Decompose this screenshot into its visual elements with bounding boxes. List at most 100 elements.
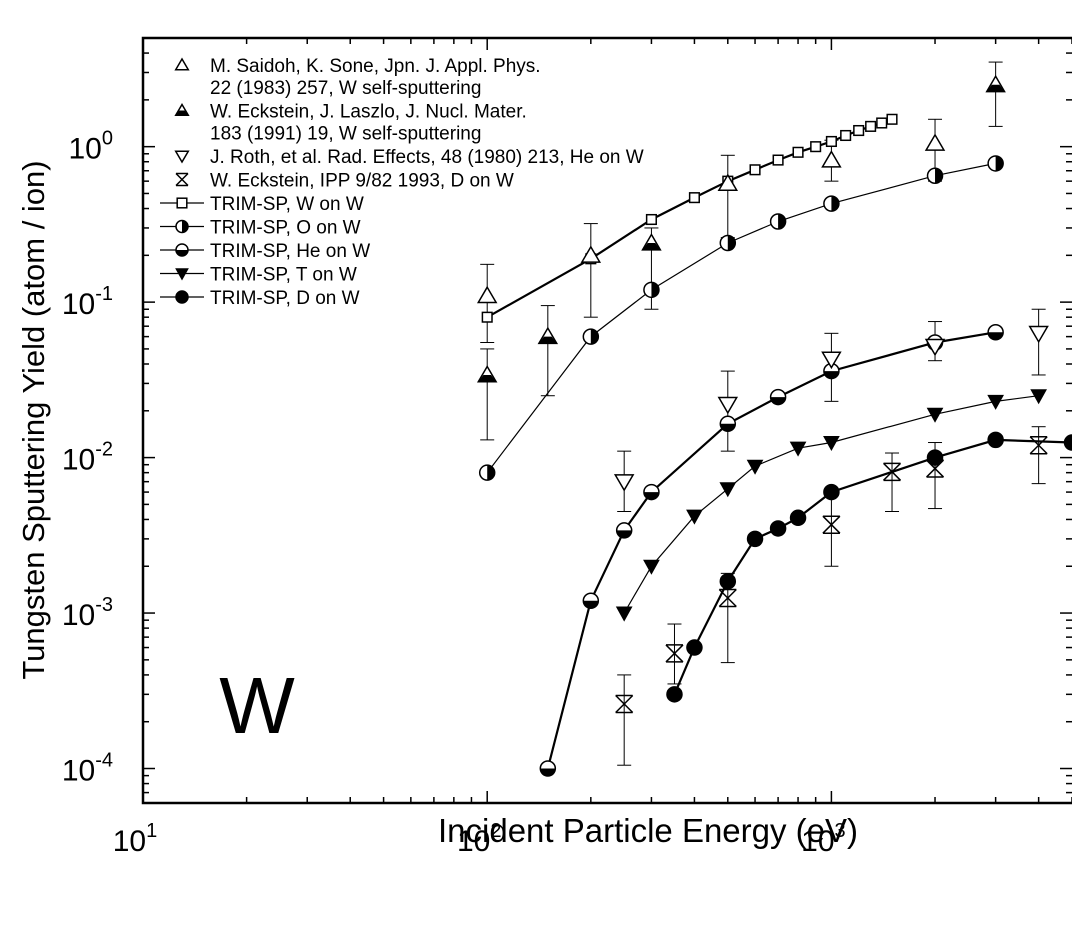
data-point-triangle-down-filled xyxy=(643,559,660,575)
legend-label: W. Eckstein, IPP 9/82 1993, D on W xyxy=(210,171,514,192)
error-bar xyxy=(885,452,900,512)
x-axis-label: Incident Particle Energy (eV) xyxy=(438,812,858,849)
data-point-box-x xyxy=(665,644,684,663)
legend-marker xyxy=(175,219,189,234)
data-point-circle-filled xyxy=(823,483,840,501)
x-tick-label: 101 xyxy=(113,820,158,858)
legend-item: W. Eckstein, IPP 9/82 1993, D on W xyxy=(175,171,514,192)
legend-item: J. Roth, et al. Rad. Effects, 48 (1980) … xyxy=(174,147,644,168)
legend-item: TRIM-SP, He on W xyxy=(160,241,370,262)
data-point-box-x xyxy=(925,459,945,478)
y-tick-label: 10-2 xyxy=(62,439,113,477)
legend-item: TRIM-SP, O on W xyxy=(160,218,361,239)
legend-marker xyxy=(175,243,189,257)
error-bar xyxy=(480,263,495,343)
legend-item: TRIM-SP, D on W xyxy=(160,288,360,309)
plot-frame xyxy=(141,36,1072,805)
x-tick-label: 102 xyxy=(457,820,502,858)
data-point-square-open xyxy=(792,146,804,158)
data-point-circle-filled xyxy=(789,509,807,527)
data-point-square-open xyxy=(840,129,852,142)
data-point-triangle-open xyxy=(476,285,498,304)
legend-label: TRIM-SP, W on W xyxy=(210,194,364,215)
legend-label: W. Eckstein, J. Laszlo, J. Nucl. Mater. xyxy=(210,102,527,123)
data-point-triangle-down-filled xyxy=(615,606,633,622)
y-tick-label: 10-3 xyxy=(62,594,113,632)
legend-marker xyxy=(174,57,190,71)
data-point-square-open xyxy=(825,135,837,148)
data-point-box-x xyxy=(882,462,902,482)
markers-group xyxy=(476,74,1072,777)
legend-label: M. Saidoh, K. Sone, Jpn. J. Appl. Phys. xyxy=(210,56,541,77)
error-bar xyxy=(617,674,632,766)
data-point-circle-filled xyxy=(987,431,1004,449)
legend-marker xyxy=(175,172,189,187)
data-point-box-x xyxy=(718,588,737,608)
x-tick-label: 103 xyxy=(801,820,846,858)
data-point-triangle-half xyxy=(641,233,662,251)
y-tick-label: 10-4 xyxy=(62,750,113,788)
axes-frame-group: 101 102 103 10-4 10-3 10-2 10-1 100 xyxy=(62,36,1072,858)
data-point-square-open xyxy=(749,164,761,176)
legend-marker xyxy=(176,197,188,209)
data-point-triangle-half xyxy=(537,326,559,345)
data-point-triangle-open xyxy=(717,173,739,191)
data-point-circle-filled xyxy=(769,520,787,537)
series-line-3 xyxy=(623,395,1039,614)
data-point-circle-filled xyxy=(686,639,703,656)
data-point-triangle-half xyxy=(476,364,498,383)
data-point-triangle-down-open xyxy=(613,474,635,492)
data-point-triangle-down-filled xyxy=(789,441,807,457)
legend-marker xyxy=(174,150,190,164)
data-point-circle-filled xyxy=(746,530,764,548)
data-point-triangle-down-open xyxy=(821,351,842,370)
error-bar xyxy=(583,223,598,318)
y-tick-label: 10-1 xyxy=(62,283,113,321)
error-bar xyxy=(480,348,495,441)
data-point-triangle-open xyxy=(580,245,602,263)
legend-item: M. Saidoh, K. Sone, Jpn. J. Appl. Phys.2… xyxy=(174,56,541,99)
data-point-circle-half-right xyxy=(582,328,600,345)
data-point-square-open xyxy=(853,124,865,137)
data-point-circle-half-bottom xyxy=(719,415,737,433)
data-point-circle-filled xyxy=(666,686,683,703)
data-point-circle-half-bottom xyxy=(823,362,840,380)
legend-marker xyxy=(175,268,189,281)
data-point-square-open xyxy=(810,141,822,153)
legend-label: 22 (1983) 257, W self-sputtering xyxy=(210,78,481,99)
data-point-circle-filled xyxy=(719,573,737,590)
data-point-triangle-down-open xyxy=(717,396,739,415)
data-point-circle-half-right xyxy=(926,167,944,184)
data-point-circle-half-right xyxy=(719,234,737,252)
y-tick-label: 100 xyxy=(69,128,114,166)
data-point-triangle-down-filled xyxy=(686,509,703,525)
data-point-circle-half-bottom xyxy=(987,324,1004,341)
legend-item: TRIM-SP, T on W xyxy=(160,265,357,286)
series-line-4 xyxy=(673,438,1072,695)
data-point-circle-half-right xyxy=(643,281,660,299)
data-point-circle-half-bottom xyxy=(643,483,660,501)
legend-label: TRIM-SP, O on W xyxy=(210,218,361,239)
data-point-square-open xyxy=(876,117,888,129)
data-point-circle-half-right xyxy=(769,213,787,230)
data-point-square-open xyxy=(481,311,493,323)
data-point-triangle-down-filled xyxy=(823,436,840,452)
series-line-1 xyxy=(486,162,996,474)
error-bar xyxy=(1031,426,1046,485)
data-point-triangle-open xyxy=(924,133,946,151)
data-point-square-open xyxy=(772,154,784,166)
data-point-circle-half-right xyxy=(478,464,496,481)
data-point-triangle-open xyxy=(821,150,842,168)
error-bar xyxy=(988,61,1003,127)
data-point-triangle-half xyxy=(985,74,1006,93)
data-point-box-x xyxy=(615,694,634,714)
data-point-triangle-down-filled xyxy=(987,394,1004,410)
data-point-circle-filled xyxy=(1063,434,1072,451)
legend-label: TRIM-SP, T on W xyxy=(210,265,357,286)
data-point-triangle-down-filled xyxy=(746,459,764,475)
legend-item: TRIM-SP, W on W xyxy=(160,194,364,215)
legend-label: J. Roth, et al. Rad. Effects, 48 (1980) … xyxy=(210,147,644,168)
legend: M. Saidoh, K. Sone, Jpn. J. Appl. Phys.2… xyxy=(160,56,644,309)
data-point-square-open xyxy=(865,120,877,132)
